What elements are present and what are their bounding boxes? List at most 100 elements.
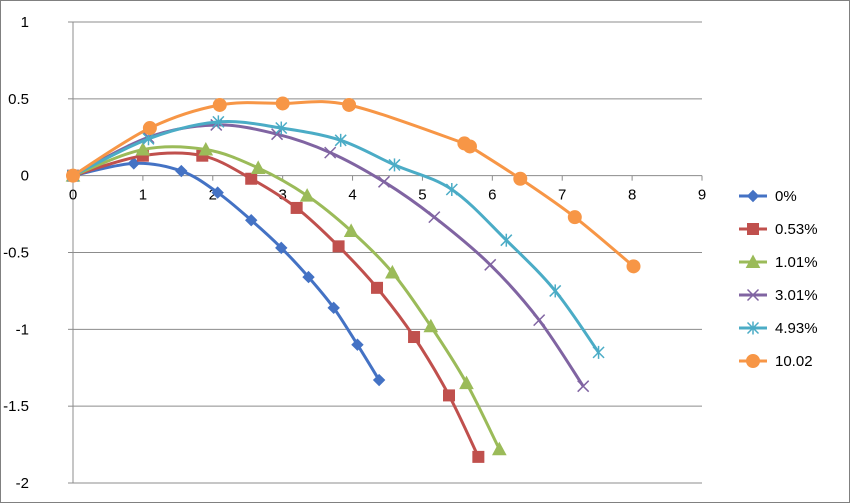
series-3-point	[250, 160, 266, 174]
series-4-point	[324, 146, 337, 159]
series-1-point	[175, 164, 188, 178]
series-1-point	[351, 338, 364, 351]
series-1-point	[211, 186, 224, 199]
x-tick-label: 8	[628, 187, 636, 204]
series-3-point	[198, 141, 214, 156]
legend-item: 0.53%	[739, 221, 818, 238]
series-6-point	[626, 259, 641, 274]
legend-swatch-marker	[746, 189, 760, 203]
series-4-point	[484, 258, 497, 271]
legend-label: 1.01%	[775, 254, 818, 271]
series-3-point	[385, 264, 400, 279]
series-4-point	[428, 211, 441, 224]
series-5-point	[334, 133, 347, 147]
legend-swatch-marker	[745, 254, 761, 268]
x-tick-label: 5	[418, 187, 426, 204]
y-tick-label: 1	[21, 14, 29, 31]
series-3-line	[72, 145, 501, 450]
y-tick-label: -1	[16, 321, 29, 338]
x-tick-label: 2	[209, 187, 217, 204]
series-2-point	[443, 389, 456, 402]
series-6-point	[513, 171, 528, 186]
x-tick-label: 4	[348, 187, 356, 204]
series-6-line	[72, 100, 635, 268]
series-6-point	[212, 97, 227, 112]
axes: 1 0.5 0 -0.5 -1 -1.5 -2 0 1 2 3 4 5 6 7 8 9	[3, 14, 706, 492]
series-3-point	[423, 318, 439, 333]
series-3-point	[491, 441, 507, 456]
series-2-point	[332, 240, 345, 253]
marker-stroke	[746, 288, 760, 302]
legend-item: 0%	[739, 188, 797, 205]
legend-label: 3.01%	[775, 287, 818, 304]
series-5-point	[388, 158, 401, 172]
y-tick-label: 0.5	[8, 91, 29, 108]
series-6-point	[462, 139, 477, 154]
series-6-point	[275, 96, 290, 111]
marker-stroke	[324, 146, 337, 159]
series-4-point	[533, 314, 546, 327]
series-6-point	[66, 168, 80, 183]
series-3	[65, 141, 507, 456]
series-5-point	[212, 115, 225, 129]
marker-stroke	[428, 211, 441, 224]
y-tick-label: 0	[21, 168, 29, 185]
series-2-point	[290, 201, 303, 214]
series-5-point	[592, 345, 605, 359]
series-5-point	[549, 284, 562, 298]
series-6-point	[567, 210, 582, 225]
series-5-point	[445, 182, 458, 196]
legend-item: 1.01%	[739, 254, 818, 271]
series-2-point	[245, 172, 258, 185]
series-6-point	[142, 121, 157, 136]
x-tick-label: 0	[69, 187, 77, 204]
series-3-point	[459, 375, 474, 390]
legend-swatch-marker	[746, 354, 760, 368]
y-tick-label: -0.5	[3, 245, 29, 262]
x-tick-label: 7	[558, 187, 566, 204]
series-6	[66, 96, 641, 274]
legend-label: 10.02	[775, 353, 813, 370]
legend-swatch-marker	[746, 321, 760, 335]
series-4-point	[377, 175, 391, 188]
series-6-point	[342, 97, 357, 112]
series-5-line	[72, 120, 600, 354]
marker-stroke	[377, 175, 391, 188]
legend-swatch-marker	[747, 223, 759, 235]
y-tick-label: -1.5	[3, 398, 29, 415]
series-1-line	[72, 161, 381, 381]
marker-stroke	[577, 380, 590, 393]
x-tick-label: 9	[698, 187, 706, 204]
series-1-point	[372, 373, 386, 387]
legend-item: 3.01%	[739, 287, 818, 304]
series-2-line	[72, 151, 480, 458]
series-2-point	[371, 281, 384, 294]
x-tick-label: 3	[278, 187, 286, 204]
marker-stroke	[484, 258, 497, 271]
series-1-point	[245, 214, 258, 227]
x-tick-label: 1	[139, 187, 147, 204]
legend-label: 0%	[775, 188, 797, 205]
series-3-point	[299, 188, 315, 202]
series-1	[66, 157, 386, 387]
legend-item: 4.93%	[739, 320, 818, 337]
legend-item: 10.02	[739, 353, 813, 370]
legend-label: 0.53%	[775, 221, 818, 238]
marker-stroke	[533, 314, 546, 327]
legend: 0% 0.53% 1.01% 3.01% 4.93% 10.02	[739, 188, 818, 370]
legend-label: 4.93%	[775, 320, 818, 337]
series-3-point	[343, 223, 359, 237]
series-1-point	[302, 270, 315, 284]
series-2-point	[408, 331, 421, 344]
series-4-point	[577, 380, 590, 393]
series-1-point	[275, 241, 288, 255]
series-3-point	[135, 141, 151, 156]
series-1-point	[327, 301, 340, 315]
series-5-point	[500, 233, 513, 247]
series-5-point	[275, 121, 288, 135]
series-2-point	[472, 450, 485, 463]
gridlines	[73, 21, 702, 484]
legend-swatch-marker	[746, 288, 760, 302]
x-tick-label: 6	[488, 187, 496, 204]
